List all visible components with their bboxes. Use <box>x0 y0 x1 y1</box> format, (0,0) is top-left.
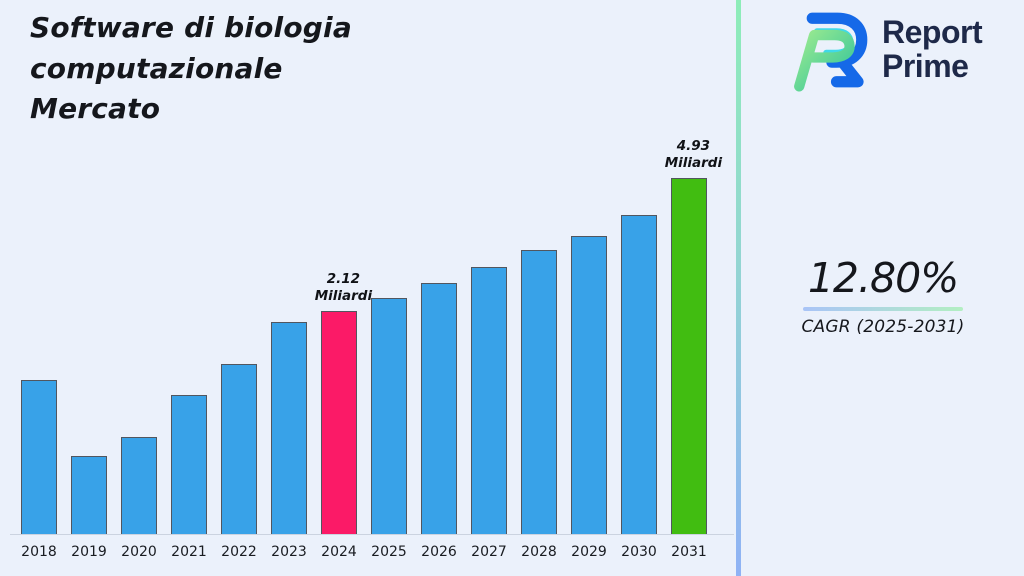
bar-cell-2029: 2029 <box>571 150 607 560</box>
bar-cell-2021: 2021 <box>171 150 207 560</box>
bar-2031 <box>671 178 707 534</box>
bar-cell-2020: 2020 <box>121 150 157 560</box>
bar-2025 <box>371 298 407 534</box>
cagr-caption: CAGR (2025-2031) <box>801 317 965 337</box>
x-tick-2019: 2019 <box>71 544 107 560</box>
bar-cell-2027: 2027 <box>471 150 507 560</box>
x-tick-2021: 2021 <box>171 544 207 560</box>
bar-2024 <box>321 311 357 534</box>
bar-2027 <box>471 267 507 534</box>
bar-2018 <box>21 380 57 534</box>
bar-2029 <box>571 236 607 534</box>
x-tick-2030: 2030 <box>621 544 657 560</box>
bar-value-label-2031: 4.93 Miliardi <box>664 138 723 172</box>
bar-cell-2031: 4.93 Miliardi 2031 <box>665 138 722 560</box>
x-tick-2031: 2031 <box>671 544 707 560</box>
bar-2030 <box>621 215 657 534</box>
bar-cell-2018: 2018 <box>21 150 57 560</box>
brand-name-line2: Prime <box>882 48 969 84</box>
cagr-underline-accent <box>803 307 963 311</box>
brand-logo: Report Prime <box>788 8 983 92</box>
bar-value-label-2024: 2.12 Miliardi <box>314 271 373 305</box>
vertical-divider <box>736 0 741 576</box>
x-tick-2020: 2020 <box>121 544 157 560</box>
bar-cell-2023: 2023 <box>271 150 307 560</box>
bar-2022 <box>221 364 257 534</box>
bar-2020 <box>121 437 157 534</box>
x-tick-2028: 2028 <box>521 544 557 560</box>
x-tick-2023: 2023 <box>271 544 307 560</box>
report-prime-mark-icon <box>794 12 868 92</box>
bar-cell-2019: 2019 <box>71 150 107 560</box>
bar-cell-2025: 2025 <box>371 150 407 560</box>
brand-name: Report Prime <box>882 14 983 84</box>
bar-cell-2030: 2030 <box>621 150 657 560</box>
bar-cell-2024: 2.12 Miliardi 2024 <box>315 150 372 560</box>
cagr-value: 12.80% <box>807 254 959 302</box>
bar-cell-2028: 2028 <box>521 150 557 560</box>
bar-2021 <box>171 395 207 534</box>
bar-2019 <box>71 456 107 534</box>
cagr-stat: 12.80% CAGR (2025-2031) <box>783 254 983 337</box>
bar-2026 <box>421 283 457 534</box>
x-tick-2027: 2027 <box>471 544 507 560</box>
x-tick-2029: 2029 <box>571 544 607 560</box>
bar-chart: 2018 2019 2020 2021 2022 2023 2.12 Miliardi 202… <box>21 138 722 560</box>
x-tick-2018: 2018 <box>21 544 57 560</box>
bar-cell-2026: 2026 <box>421 150 457 560</box>
x-axis-baseline <box>10 534 734 535</box>
bar-2023 <box>271 322 307 534</box>
x-tick-2025: 2025 <box>371 544 407 560</box>
x-tick-2026: 2026 <box>421 544 457 560</box>
x-tick-2022: 2022 <box>221 544 257 560</box>
bar-group: 2018 2019 2020 2021 2022 2023 2.12 Miliardi 202… <box>21 138 722 560</box>
bar-cell-2022: 2022 <box>221 150 257 560</box>
page-title: Software di biologia computazionale Merc… <box>30 11 352 126</box>
brand-name-line1: Report <box>882 14 983 51</box>
x-tick-2024: 2024 <box>321 544 357 560</box>
bar-2028 <box>521 250 557 534</box>
